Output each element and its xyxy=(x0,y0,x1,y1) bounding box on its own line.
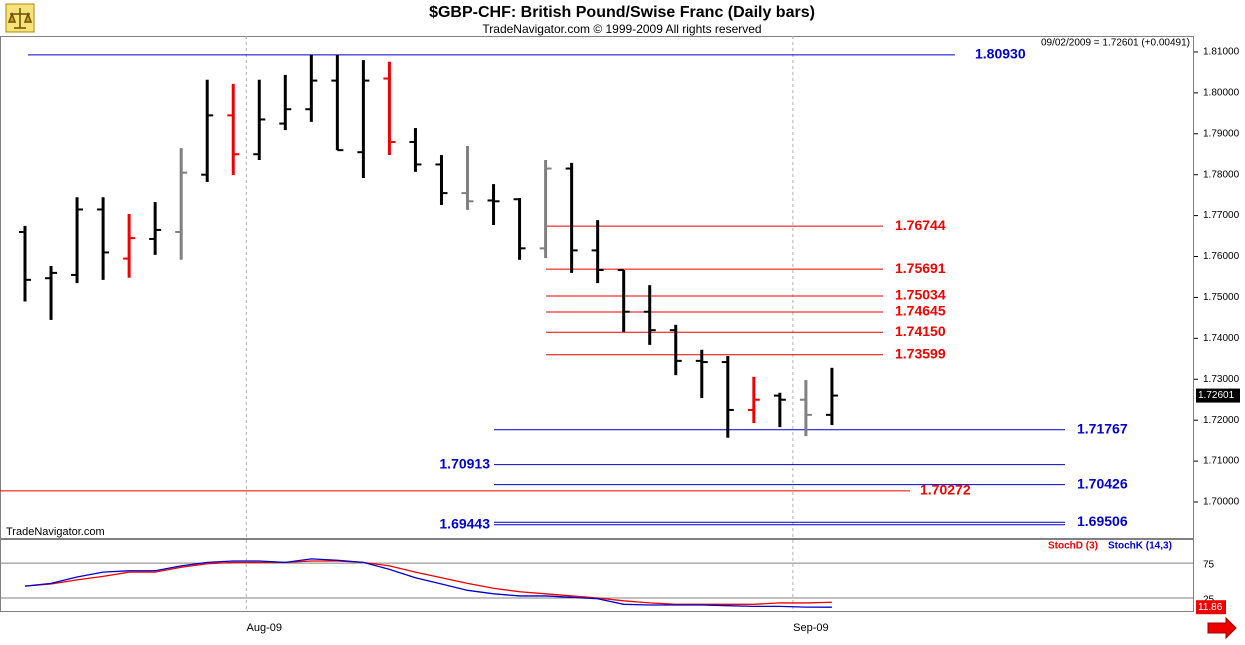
last-value-box xyxy=(1196,600,1226,615)
legend-entry: StochD (3) xyxy=(1048,541,1098,552)
last-value-label: 11.86 xyxy=(1198,602,1223,613)
y-tick-label: 1.79000 xyxy=(1203,128,1240,139)
y-tick-label: 1.81000 xyxy=(1203,47,1240,58)
plot-frame xyxy=(0,36,1194,612)
y-tick-label: 1.70000 xyxy=(1203,497,1240,508)
chart-title: $GBP-CHF: British Pound/Swise Franc (Dai… xyxy=(429,4,815,21)
level-label: 1.74150 xyxy=(895,323,946,339)
info-text: 09/02/2009 = 1.72601 (+0.00491) xyxy=(1041,38,1190,49)
level-label: 1.70913 xyxy=(439,455,490,471)
y-tick-label: 1.77000 xyxy=(1203,210,1240,221)
watermark: TradeNavigator.com xyxy=(6,526,105,538)
y-tick-label: 75 xyxy=(1203,560,1215,571)
y-tick-label: 25 xyxy=(1203,595,1215,606)
x-tick-label: Aug-09 xyxy=(247,622,282,634)
level-label: 1.73599 xyxy=(895,345,946,361)
y-tick-label: 1.76000 xyxy=(1203,251,1240,262)
y-tick-label: 1.80000 xyxy=(1203,88,1240,99)
stoch-line xyxy=(24,558,832,608)
y-tick-label: 1.74000 xyxy=(1203,333,1240,344)
level-label: 1.74645 xyxy=(895,303,946,319)
y-tick-label: 1.72000 xyxy=(1203,415,1240,426)
chart-subtitle: TradeNavigator.com © 1999-2009 All right… xyxy=(482,22,761,36)
level-label: 1.76744 xyxy=(895,217,946,233)
y-tick-label: 1.71000 xyxy=(1203,456,1240,467)
level-label: 1.69443 xyxy=(439,515,490,531)
logo xyxy=(5,3,35,33)
level-label: 1.69506 xyxy=(1077,513,1128,529)
y-tick-label: 1.75000 xyxy=(1203,292,1240,303)
y-tick-label: 1.78000 xyxy=(1203,169,1240,180)
level-label: 1.75034 xyxy=(895,287,946,303)
legend-entry: StochK (14,3) xyxy=(1108,541,1172,552)
last-price-label: 1.72601 xyxy=(1198,390,1235,401)
level-label: 1.70272 xyxy=(920,482,971,498)
stoch-line xyxy=(24,560,832,605)
level-label: 1.80930 xyxy=(975,46,1026,62)
level-label: 1.75691 xyxy=(895,260,946,276)
x-tick-label: Sep-09 xyxy=(793,622,828,634)
y-tick-label: 1.73000 xyxy=(1203,374,1240,385)
level-label: 1.71767 xyxy=(1077,420,1128,436)
scroll-arrow[interactable] xyxy=(1207,616,1237,640)
last-price-box xyxy=(1196,388,1240,403)
level-label: 1.70426 xyxy=(1077,475,1128,491)
